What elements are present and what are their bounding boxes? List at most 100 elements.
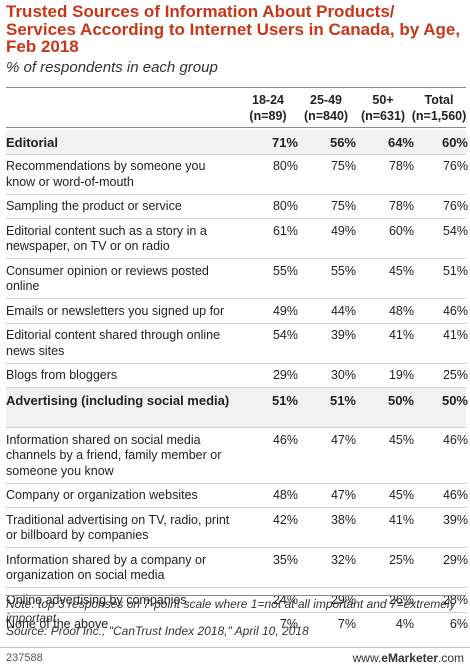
cell-value: 39% (330, 328, 356, 342)
cell-value: 28% (442, 592, 468, 607)
cell-value: 46% (442, 303, 468, 318)
cell-value: 41% (388, 512, 414, 527)
cell-value: 46% (442, 432, 468, 447)
table-row: Consumer opinion or reviews posted onlin… (6, 259, 468, 299)
cell-value: 51% (329, 392, 356, 408)
row-label: Sampling the product or service (6, 199, 182, 213)
cell-value: 49% (330, 223, 356, 238)
row-divider (6, 387, 466, 388)
cell-value: 45% (388, 488, 414, 502)
header-top-rule (6, 87, 466, 88)
row-label: Blogs from bloggers (6, 368, 118, 382)
cell-value: 49% (272, 303, 298, 318)
cell-value: 48% (272, 488, 298, 502)
cell-value: 50% (387, 392, 414, 408)
cell-value: 26% (388, 592, 414, 607)
cell-value: 76% (442, 199, 468, 213)
table-row: Information shared by a company or organ… (6, 548, 468, 588)
column-header-18-24: 18-24 (n=89) (249, 93, 287, 123)
cell-value: 38% (330, 512, 356, 527)
table-row: Editorial content such as a story in a n… (6, 219, 468, 259)
row-label: Information shared on social media chann… (6, 432, 222, 478)
cell-value: 78% (388, 159, 414, 173)
row-divider (6, 258, 466, 259)
cell-value: 45% (388, 432, 414, 447)
row-divider (6, 153, 466, 155)
cell-value: 29% (442, 552, 468, 567)
cell-value: 46% (272, 432, 298, 447)
table-row: Emails or newsletters you signed up for 4… (6, 299, 468, 324)
cell-value: 60% (388, 223, 414, 238)
chart-title: Trusted Sources of Information About Pro… (6, 2, 461, 56)
row-label: Information shared by a company or organ… (6, 552, 207, 583)
row-divider (6, 611, 466, 613)
cell-value: 41% (388, 328, 414, 342)
table-header: 18-24 (n=89) 25-49 (n=840) 50+ (n=631) Tota… (6, 92, 466, 128)
cell-value: 41% (442, 328, 468, 342)
row-divider (6, 507, 466, 508)
row-label: Company or organization websites (6, 488, 198, 502)
cell-value: 61% (272, 223, 298, 238)
cell-value: 25% (442, 368, 468, 382)
column-header-25-49: 25-49 (n=840) (303, 93, 349, 123)
cell-value: 54% (272, 328, 298, 342)
row-label: Traditional advertising on TV, radio, pr… (6, 512, 230, 543)
table-bottom-rule (6, 595, 466, 596)
cell-value: 29% (272, 368, 298, 382)
cell-value: 80% (272, 199, 298, 213)
cell-value: 51% (271, 392, 298, 408)
cell-value: 54% (442, 223, 468, 238)
cell-value: 78% (388, 199, 414, 213)
column-header-50-plus: 50+ (n=631) (360, 93, 406, 123)
cell-value: 75% (330, 199, 356, 213)
cell-value: 39% (442, 512, 468, 527)
cell-value: 50% (441, 392, 468, 408)
cell-value: 64% (387, 134, 414, 150)
cell-value: 30% (330, 368, 356, 382)
cell-value: 60% (441, 134, 468, 150)
chart-notes: Note: top 3 responses on 7-point scale w… (6, 597, 468, 639)
row-divider (6, 218, 466, 219)
row-divider (6, 322, 466, 324)
brand-url[interactable]: www.eMarketer.com (352, 651, 464, 665)
cell-value: 6% (449, 617, 468, 631)
table-row: Company or organization websites 48% 47% 45… (6, 484, 468, 509)
cell-value: 80% (272, 159, 298, 173)
row-label: Editorial (6, 134, 59, 150)
table-row: Blogs from bloggers 29% 30% 19% 25% (6, 364, 468, 389)
cell-value: 51% (442, 263, 468, 278)
row-label: Editorial content shared through online … (6, 328, 221, 358)
cell-value: 4% (395, 617, 414, 631)
cell-value: 45% (388, 263, 414, 278)
category-row: Advertising (including social media) 51% 5… (6, 388, 468, 428)
cell-value: 76% (442, 159, 468, 173)
table-row: Online advertising by companies 24% 29% 26%… (6, 588, 468, 613)
category-row: Editorial 71% 56% 64% 60% (6, 130, 468, 155)
cell-value: 47% (330, 488, 356, 502)
cell-value: 71% (271, 134, 298, 150)
header-bottom-rule (6, 127, 466, 128)
column-header-total: Total (n=1,560) (411, 93, 467, 123)
cell-value: 48% (388, 303, 414, 318)
cell-value: 44% (330, 303, 356, 318)
cell-value: 25% (388, 552, 414, 567)
cell-value: 32% (330, 552, 356, 567)
cell-value: 55% (272, 263, 298, 278)
source-text: Source: Proof Inc., "CanTrust Index 2018… (6, 624, 309, 638)
row-label: Editorial content such as a story in a n… (6, 223, 207, 254)
row-label: None of the above (6, 617, 109, 631)
row-label: Online advertising by companies (6, 592, 187, 607)
chart-id: 237588 (6, 652, 43, 664)
row-label: Advertising (including social media) (6, 392, 230, 408)
cell-value: 19% (388, 368, 414, 382)
row-divider (6, 362, 466, 364)
table-row: Traditional advertising on TV, radio, pr… (6, 508, 468, 548)
row-label: Consumer opinion or reviews posted onlin… (6, 263, 209, 294)
chart-subtitle: % of respondents in each group (6, 59, 218, 76)
cell-value: 55% (330, 263, 356, 278)
table-row: None of the above 7% 7% 4% 6% (6, 613, 468, 638)
cell-value: 24% (272, 592, 298, 607)
cell-value: 46% (442, 488, 468, 502)
cell-value: 56% (329, 134, 356, 150)
cell-value: 75% (330, 159, 356, 173)
